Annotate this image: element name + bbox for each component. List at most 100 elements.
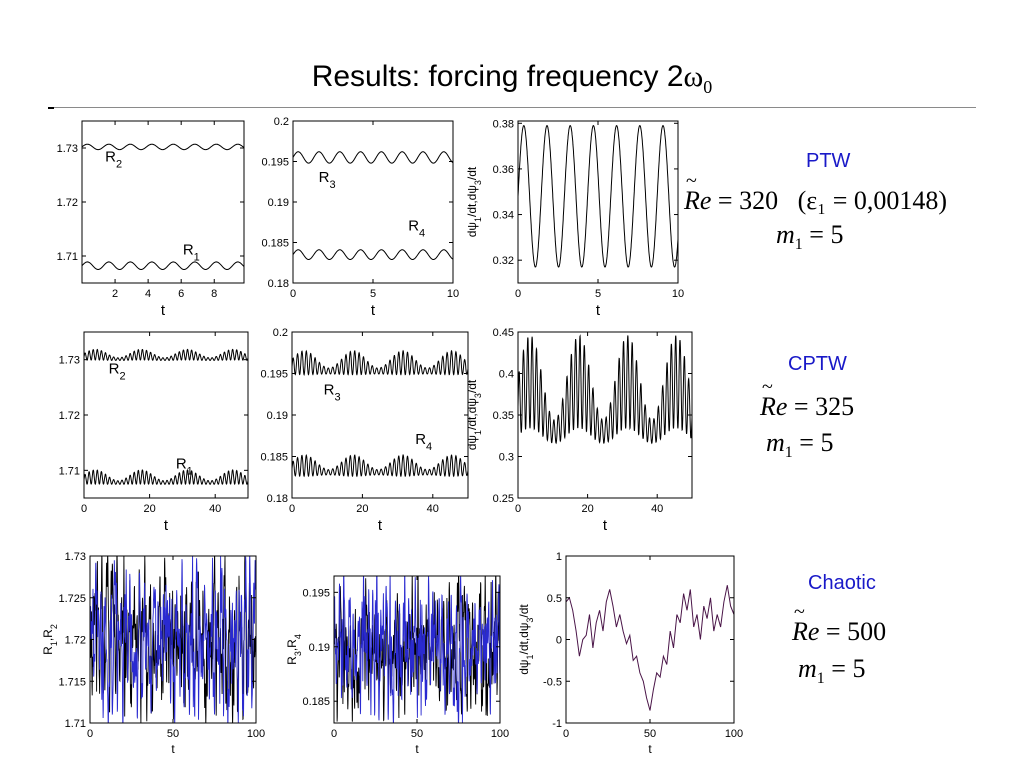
x-tick-label: 10: [672, 288, 684, 300]
plot-panel-3-1: 0 50 100 1.71 1.715 1.72 1.725 1.73 t R1,R2: [41, 551, 265, 756]
series-line-1-2-0: [293, 151, 453, 164]
m-value: 5: [820, 428, 834, 457]
y-tick-label: 0.185: [302, 696, 330, 708]
re-value: 500: [847, 617, 887, 646]
series-line-1-1-1: [82, 261, 244, 270]
y-tick-label: 0.195: [260, 369, 288, 381]
y-tick-label: -1: [552, 718, 562, 730]
plot-panel-1-3: 0 5 10 0.32 0.34 0.36 0.38 t dψ1/dt,dψ3/dt: [465, 118, 684, 319]
y-tick-label: 0.5: [547, 593, 562, 605]
y-tick-label: -0.5: [543, 676, 562, 688]
plot-panel-2-3: 0 20 40 0.25 0.3 0.35 0.4 0.45 t dψ1/dt,dψ3/dt: [465, 327, 693, 534]
x-tick-label: 100: [247, 728, 265, 740]
equals-sign: =: [799, 428, 814, 457]
y-tick-label: 1.725: [58, 593, 86, 605]
y-tick-label: 0.2: [274, 116, 289, 128]
x-tick-label: 2: [112, 288, 118, 300]
x-tick-label: 0: [87, 728, 93, 740]
y-tick-label: 0.4: [499, 369, 514, 381]
y-tick-label: 1.72: [57, 197, 78, 209]
y-tick-label: 1: [556, 551, 562, 563]
m-value: 5: [852, 654, 866, 683]
y-tick-label: 1.72: [65, 635, 86, 647]
plot-frame: [517, 120, 679, 284]
x-tick-label: 8: [211, 288, 217, 300]
x-tick-label: 0: [515, 503, 521, 515]
regime-label-chaotic: Chaotic: [808, 572, 876, 594]
y-tick-label: 1.73: [59, 355, 80, 367]
y-tick-label: 0.38: [493, 118, 514, 130]
y-tick-label: 0.36: [493, 164, 514, 176]
plot-panel-1-1: 2 4 6 8 1.71 1.72 1.73 t R2 R1: [57, 120, 245, 319]
y-tick-label: 0.3: [499, 452, 514, 464]
x-tick-label: 0: [81, 503, 87, 515]
m-equation-chaotic: m1 = 5: [798, 654, 865, 688]
x-axis-label: t: [161, 302, 166, 319]
x-tick-label: 5: [370, 288, 376, 300]
x-tick-label: 20: [143, 503, 155, 515]
x-tick-label: 0: [289, 503, 295, 515]
x-tick-label: 40: [427, 503, 439, 515]
x-tick-label: 50: [644, 728, 656, 740]
m-equation-ptw: m1 = 5: [776, 220, 843, 254]
slide-title: Results: forcing frequency 2ω0: [0, 60, 1024, 98]
y-tick-label: 0.195: [302, 587, 330, 599]
x-tick-label: 0: [515, 288, 521, 300]
series-annotation: R2: [105, 149, 122, 171]
series-annotation: R2: [109, 361, 126, 383]
y-tick-label: 0.35: [493, 410, 514, 422]
x-tick-label: 20: [581, 503, 593, 515]
re-value: 320: [739, 186, 779, 215]
title-omega-symbol: ω: [683, 60, 704, 93]
y-tick-label: 0.195: [261, 157, 289, 169]
x-tick-label: 0: [563, 728, 569, 740]
y-tick-label: 0.19: [267, 410, 288, 422]
title-text: Results: forcing frequency 2: [311, 60, 684, 93]
plot-panel-1-2: 0 5 10 0.18 0.185 0.19 0.195 0.2 t R3 R4: [261, 116, 459, 319]
regime-label-cptw: CPTW: [788, 353, 847, 375]
plot-panel-2-2: 0 20 40 0.18 0.185 0.19 0.195 0.2 t R3 R4: [260, 327, 469, 534]
x-axis-label: t: [171, 742, 175, 756]
y-axis-label: dψ1/dt,dψ3/dt: [465, 379, 483, 450]
y-tick-label: 1.73: [65, 551, 86, 563]
y-tick-label: 0.34: [493, 210, 514, 222]
x-tick-label: 6: [178, 288, 184, 300]
y-axis-label: R1,R2: [41, 624, 59, 655]
y-tick-label: 0.185: [261, 238, 289, 250]
series-line-3-2-1: [334, 576, 500, 723]
reynolds-equation-chaotic: Re = 500: [792, 601, 887, 647]
m-symbol: m: [798, 654, 817, 683]
x-axis-label: t: [648, 742, 652, 756]
series-line-1-2-1: [293, 249, 453, 260]
x-tick-label: 40: [209, 503, 221, 515]
x-axis-label: t: [415, 742, 419, 756]
title-divider-tick: [48, 107, 54, 109]
x-tick-label: 4: [145, 288, 151, 300]
epsilon-value: (ε₁ = 0,00148): [797, 186, 948, 215]
title-divider: [48, 107, 976, 108]
y-tick-label: 0.19: [309, 642, 330, 654]
y-tick-label: 1.71: [65, 718, 86, 730]
x-tick-label: 40: [651, 503, 663, 515]
y-axis-label: dψ1/dt,dψ3/dt: [465, 166, 483, 237]
y-tick-label: 0.45: [493, 327, 514, 339]
y-tick-label: 0.18: [267, 493, 288, 505]
m-value: 5: [830, 220, 844, 249]
y-tick-label: 0.2: [273, 327, 288, 339]
x-tick-label: 50: [167, 728, 179, 740]
series-annotation: R1: [183, 241, 200, 263]
x-tick-label: 100: [491, 728, 509, 740]
m-subscript: 1: [816, 670, 825, 688]
m-subscript: 1: [794, 236, 803, 254]
series-line-2-2-1: [292, 453, 468, 478]
m-symbol: m: [766, 428, 785, 457]
series-line-3-1-1: [90, 556, 256, 723]
y-tick-label: 0.18: [268, 278, 289, 290]
series-annotation: R1: [176, 456, 193, 478]
x-axis-label: t: [378, 517, 383, 534]
y-tick-label: 1.72: [59, 410, 80, 422]
x-tick-label: 5: [595, 288, 601, 300]
equals-sign: =: [793, 392, 809, 421]
y-tick-label: 1.715: [58, 676, 86, 688]
